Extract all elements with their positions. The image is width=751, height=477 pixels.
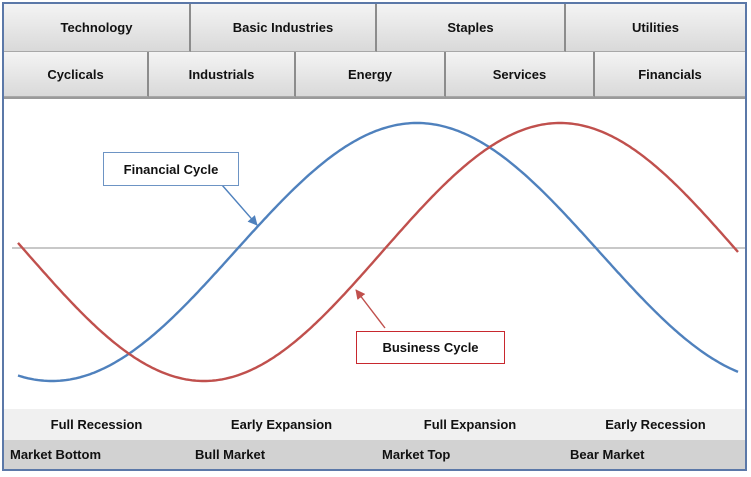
sector-industrials: Industrials [149, 52, 296, 97]
phase-early-recession: Early Recession [605, 417, 706, 432]
sector-staples: Staples [377, 4, 566, 52]
financial-cycle-curve [17, 121, 739, 383]
sector-technology: Technology [4, 4, 191, 52]
market-bear: Bear Market [570, 447, 645, 462]
sector-utilities: Utilities [566, 4, 745, 52]
market-top: Market Top [382, 447, 451, 462]
financial-callout-arrow [221, 184, 258, 226]
phase-full-recession: Full Recession [50, 417, 143, 432]
financial-cycle-label: Financial Cycle [103, 152, 239, 186]
sector-cyclicals: Cyclicals [4, 52, 149, 97]
sector-basic-industries: Basic Industries [191, 4, 377, 52]
sector-energy: Energy [296, 52, 446, 97]
sector-rotation-diagram: Technology Basic Industries Staples Util… [2, 2, 747, 471]
cycle-curves [12, 121, 745, 383]
business-cycle-curve [17, 121, 739, 383]
phase-full-expansion: Full Expansion [423, 417, 517, 432]
sector-financials: Financials [595, 52, 745, 97]
sector-row-top: Technology Basic Industries Staples Util… [4, 4, 745, 52]
market-phase-row: Market Bottom Bull Market Market Top Bea… [4, 440, 745, 469]
market-bull: Bull Market [195, 447, 266, 462]
economic-phase-row: Full Recession Early Expansion Full Expa… [4, 409, 745, 440]
sector-row-second: Cyclicals Industrials Energy Services Fi… [4, 52, 745, 99]
business-callout-arrow [355, 289, 386, 329]
market-bottom: Market Bottom [10, 447, 102, 462]
sector-services: Services [446, 52, 595, 97]
business-cycle-label: Business Cycle [356, 331, 505, 364]
phase-early-expansion: Early Expansion [230, 417, 333, 432]
